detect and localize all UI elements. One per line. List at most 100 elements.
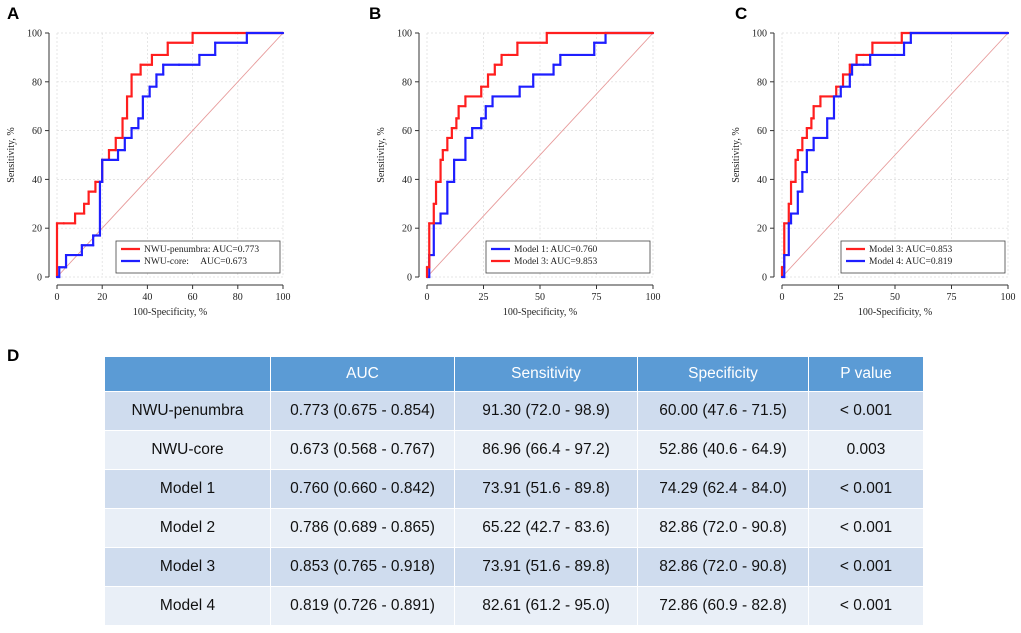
cell-specificity: 82.86 (72.0 - 90.8)	[637, 547, 809, 587]
roc-point	[446, 180, 449, 183]
roc-point	[191, 31, 194, 35]
roc-point	[826, 117, 829, 120]
roc-point	[80, 253, 83, 257]
y-tick-label: 20	[757, 224, 767, 235]
roc-point	[783, 222, 786, 225]
roc-point	[114, 149, 117, 152]
roc-point	[783, 275, 786, 279]
roc-point	[810, 117, 813, 120]
roc-point	[457, 117, 460, 120]
roc-point	[55, 222, 59, 225]
cell-specificity: 60.00 (47.6 - 71.5)	[637, 391, 809, 431]
roc-point	[446, 212, 449, 215]
roc-point	[500, 63, 503, 66]
roc-point	[783, 253, 786, 257]
roc-point	[812, 136, 815, 140]
roc-point	[58, 275, 61, 279]
roc-point	[446, 136, 449, 140]
roc-point	[796, 190, 799, 193]
roc-point	[101, 158, 104, 161]
roc-point	[198, 63, 201, 66]
reference-diagonal	[56, 32, 284, 278]
legend-entry: Model 4: AUC=0.819	[869, 257, 952, 267]
roc-point	[484, 105, 487, 108]
roc-point	[141, 117, 144, 120]
roc-point	[805, 136, 808, 140]
x-axis-label: 100-Specificity, %	[133, 307, 207, 318]
roc-point	[826, 136, 829, 140]
roc-point	[73, 212, 77, 215]
cell-sensitivity: 82.61 (61.2 - 95.0)	[454, 586, 638, 626]
roc-point	[214, 41, 217, 44]
cell-auc: 0.786 (0.689 - 0.865)	[270, 508, 455, 548]
roc-point	[801, 136, 804, 140]
roc-point	[900, 31, 903, 35]
roc-point	[130, 127, 133, 130]
roc-point	[73, 222, 77, 225]
roc-point	[64, 266, 68, 269]
roc-point	[439, 222, 442, 225]
roc-point	[439, 158, 442, 161]
legend-entry: NWU-core: AUC=0.673	[144, 257, 247, 267]
roc-point	[841, 73, 845, 76]
legend-box	[485, 240, 651, 274]
roc-point	[464, 136, 467, 140]
roc-point	[98, 180, 102, 183]
cell-auc: 0.853 (0.765 - 0.918)	[270, 547, 455, 587]
legend-entry: Model 1: AUC=0.760	[514, 245, 597, 255]
roc-point	[493, 63, 496, 66]
roc-point	[441, 158, 444, 161]
roc-point	[480, 117, 483, 120]
cell-sensitivity: 65.22 (42.7 - 83.6)	[454, 508, 638, 548]
roc-point	[150, 53, 154, 57]
roc-point	[148, 95, 151, 98]
roc-point	[87, 190, 90, 193]
cell-specificity: 52.86 (40.6 - 64.9)	[637, 430, 809, 470]
roc-point	[1006, 31, 1010, 35]
table-row: Model 2 0.786 (0.689 - 0.865) 65.22 (42.…	[104, 508, 924, 548]
roc-point	[450, 136, 453, 140]
roc-point	[518, 95, 521, 98]
roc-point	[862, 53, 865, 57]
roc-point	[137, 127, 140, 130]
table-row: Model 3 0.853 (0.765 - 0.918) 73.91 (51.…	[104, 547, 924, 587]
roc-point	[87, 202, 90, 205]
roc-point	[789, 212, 793, 215]
cell-model: NWU-core	[104, 430, 271, 470]
cell-model: Model 4	[104, 586, 271, 626]
cell-model: Model 3	[104, 547, 271, 587]
y-axis-label: Sensitivity, %	[376, 127, 387, 182]
roc-point	[139, 73, 142, 76]
roc-chart-b: 0 20 40 60 80 100 0 25 50 75 100 100-Specificity, %…	[376, 29, 661, 319]
header-blank	[104, 356, 271, 392]
x-tick-label: 40	[142, 292, 152, 303]
roc-point	[162, 73, 165, 76]
roc-point	[819, 105, 822, 108]
roc-point	[125, 117, 129, 120]
roc-point	[486, 73, 490, 76]
roc-point	[428, 275, 431, 279]
roc-point	[121, 136, 124, 140]
table-row: NWU-core 0.673 (0.568 - 0.767) 86.96 (66…	[104, 430, 924, 470]
roc-point	[848, 85, 851, 88]
panel-label-a: A	[7, 4, 20, 23]
panel-label-c: C	[735, 4, 748, 23]
roc-point	[236, 31, 239, 35]
roc-chart-a: 0 20 40 60 80 100 0 20 40 60 80 100 100-Specificity,…	[6, 29, 291, 319]
y-tick-label: 0	[37, 273, 42, 284]
legend-entry: Model 3: AUC=9.853	[514, 257, 597, 267]
roc-point	[869, 63, 872, 66]
roc-point	[130, 73, 133, 76]
roc-point	[162, 63, 165, 66]
panel-label-d: D	[7, 346, 20, 365]
roc-point	[121, 117, 124, 120]
roc-point	[107, 149, 111, 152]
roc-point	[441, 149, 444, 152]
roc-point	[593, 53, 596, 57]
roc-point	[900, 41, 903, 44]
roc-point	[787, 222, 790, 225]
roc-point	[493, 73, 496, 76]
roc-point	[130, 95, 133, 98]
x-tick-label: 25	[479, 292, 489, 303]
x-tick-label: 0	[55, 292, 60, 303]
